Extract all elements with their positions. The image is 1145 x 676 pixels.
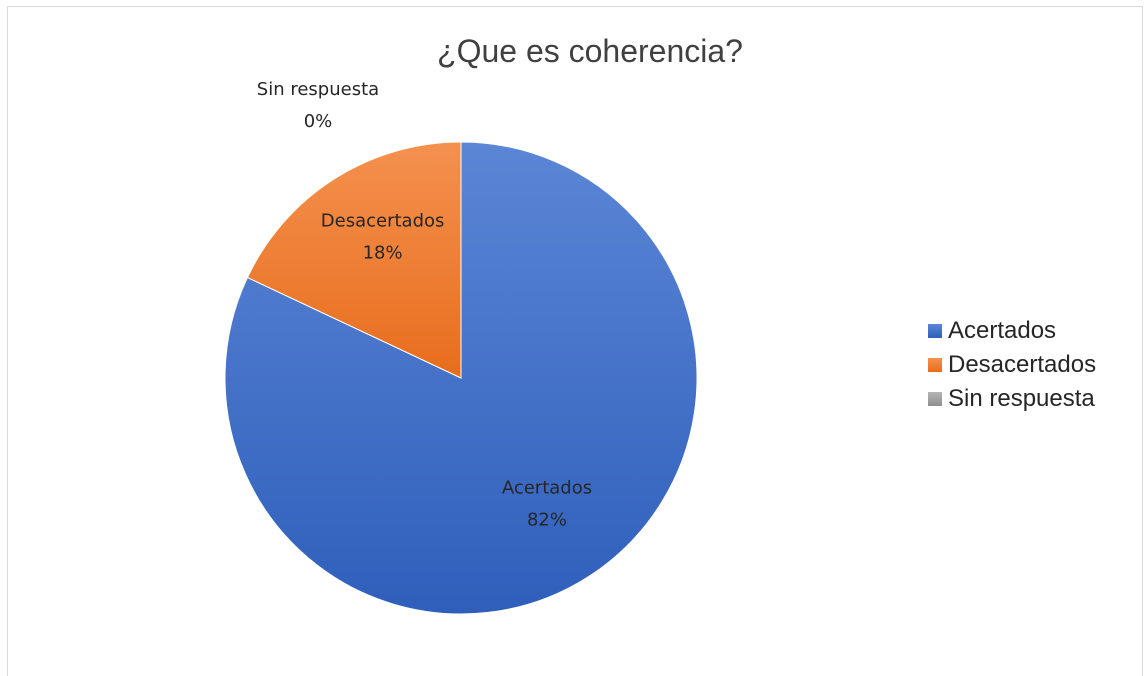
chart-title: ¿Que es coherencia? xyxy=(437,33,743,69)
data-label-percent-desacertados: 18% xyxy=(363,242,403,263)
data-label-name-desacertados: Desacertados xyxy=(321,210,445,231)
legend-label-desacertados: Desacertados xyxy=(948,351,1097,378)
data-label-percent-acertados: 82% xyxy=(527,509,567,530)
legend-swatch-desacertados xyxy=(928,358,942,372)
legend-label-acertados: Acertados xyxy=(948,317,1057,344)
pie-slice-desacertados xyxy=(246,141,462,379)
legend-item-sin-respuesta: Sin respuesta xyxy=(928,382,1096,416)
legend-label-sin-respuesta: Sin respuesta xyxy=(948,385,1095,412)
data-label-percent-sin-respuesta: 0% xyxy=(304,111,333,132)
legend: Acertados Desacertados Sin respuesta xyxy=(928,314,1096,416)
legend-swatch-acertados xyxy=(928,324,942,338)
legend-item-acertados: Acertados xyxy=(928,314,1096,348)
data-label-name-acertados: Acertados xyxy=(502,477,592,498)
legend-swatch-sin-respuesta xyxy=(928,392,942,406)
data-label-name-sin-respuesta: Sin respuesta xyxy=(257,79,379,100)
legend-item-desacertados: Desacertados xyxy=(928,348,1096,382)
